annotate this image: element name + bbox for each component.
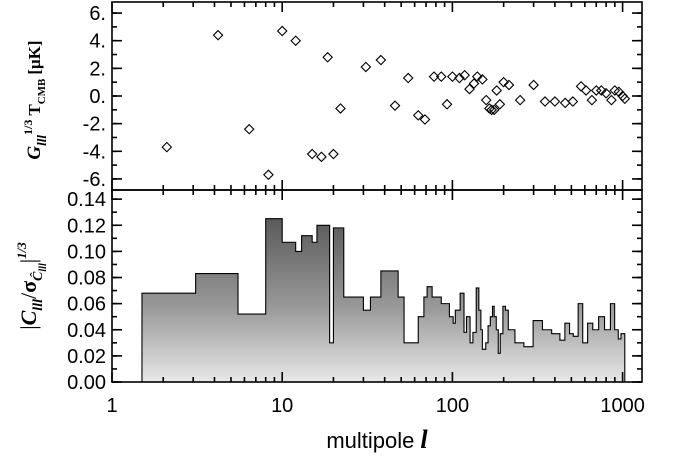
area-series — [141, 218, 626, 383]
scatter-point — [322, 51, 334, 63]
x-tick-label: 1000 — [600, 395, 645, 417]
scatter-point — [212, 29, 224, 41]
scatter-point — [498, 76, 510, 88]
y-tick-label: 4. — [89, 31, 106, 53]
scatter-point — [503, 79, 515, 91]
y-tick-label: 0.10 — [67, 241, 106, 263]
scatter-point — [328, 148, 339, 160]
scatter-point — [528, 79, 539, 91]
scatter-point — [435, 71, 447, 83]
scatter-point — [549, 96, 561, 107]
scatter-point — [412, 109, 424, 121]
scatter-point — [263, 169, 274, 181]
y-tick-label: -6. — [83, 169, 106, 191]
scatter-point — [161, 141, 173, 153]
y-tick-label: 6. — [89, 3, 106, 25]
y-tick-label: 2. — [89, 58, 106, 80]
scatter-point — [575, 80, 587, 92]
bottom-y-axis-label: |Clll/σĈlll|1/3 — [14, 242, 49, 330]
y-tick-label: 0. — [89, 86, 106, 108]
x-tick-label: 100 — [436, 395, 469, 417]
top-scatter-plot — [161, 25, 631, 181]
scatter-point — [600, 87, 612, 99]
scatter-point — [619, 93, 631, 105]
scatter-point — [559, 97, 571, 109]
scatter-point — [567, 96, 579, 107]
scatter-point — [243, 123, 255, 135]
bottom-panel-frame — [111, 189, 643, 383]
scatter-point — [454, 72, 465, 84]
y-tick-label: -4. — [83, 141, 106, 163]
top-y-axis-label: Glll1/3TCMB[μK] — [21, 40, 49, 159]
scatter-point — [580, 85, 592, 96]
scatter-point — [419, 114, 431, 125]
y-tick-label: 0.06 — [67, 294, 106, 316]
scatter-point — [375, 54, 387, 66]
scatter-point — [590, 85, 602, 96]
top-x-axis-ticks — [111, 2, 624, 190]
scatter-point — [464, 83, 475, 95]
top-panel-frame — [111, 1, 643, 191]
y-tick-label: 0.02 — [67, 346, 106, 368]
scatter-point — [471, 71, 483, 83]
scatter-point — [306, 148, 318, 160]
scatter-point — [459, 69, 471, 81]
scatter-point — [514, 94, 526, 106]
scatter-point — [276, 25, 288, 37]
scatter-point — [428, 71, 440, 83]
y-tick-label: 0.14 — [67, 189, 106, 211]
scatter-point — [586, 94, 598, 106]
y-tick-label: 0.04 — [67, 320, 106, 342]
scatter-point — [335, 103, 346, 114]
scatter-point — [447, 71, 458, 83]
scatter-point — [476, 74, 488, 85]
scatter-point — [486, 104, 498, 116]
x-axis-label: multipole l — [326, 425, 428, 454]
scatter-point — [606, 94, 617, 106]
bottom-x-axis: 1 10 100 1000 — [106, 190, 645, 417]
scatter-point — [389, 100, 401, 112]
x-tick-label: 10 — [271, 395, 293, 417]
scatter-point — [488, 104, 500, 116]
scatter-point — [441, 98, 453, 110]
scatter-point — [609, 85, 621, 96]
y-tick-label: -2. — [83, 114, 106, 136]
y-tick-label: 0.12 — [67, 215, 106, 237]
bottom-y-axis: 0.00 0.02 0.04 0.06 0.08 0.10 0.12 0.14 — [67, 189, 642, 394]
y-tick-label: 0.00 — [67, 372, 106, 394]
scatter-point — [290, 35, 302, 47]
scatter-point — [491, 85, 503, 96]
scatter-point — [402, 72, 414, 84]
bottom-area-plot — [141, 218, 626, 383]
scatter-point — [360, 61, 372, 73]
top-panel: 6. 4. 2. 0. -2. -4. -6. Glll1/3TCMB[μK] — [21, 1, 643, 191]
scatter-point — [468, 78, 480, 89]
top-y-axis: 6. 4. 2. 0. -2. -4. -6. — [83, 3, 642, 191]
bottom-panel: 0.000.020.040.060.080.100.120.14 1 10 100 1… — [14, 189, 645, 454]
y-tick-label: 0.08 — [67, 268, 106, 290]
scatter-point — [316, 151, 327, 163]
scatter-point — [480, 94, 492, 106]
scatter-point — [539, 96, 551, 107]
scatter-point — [494, 98, 506, 110]
x-tick-label: 1 — [106, 395, 117, 417]
scatter-point — [595, 85, 607, 96]
